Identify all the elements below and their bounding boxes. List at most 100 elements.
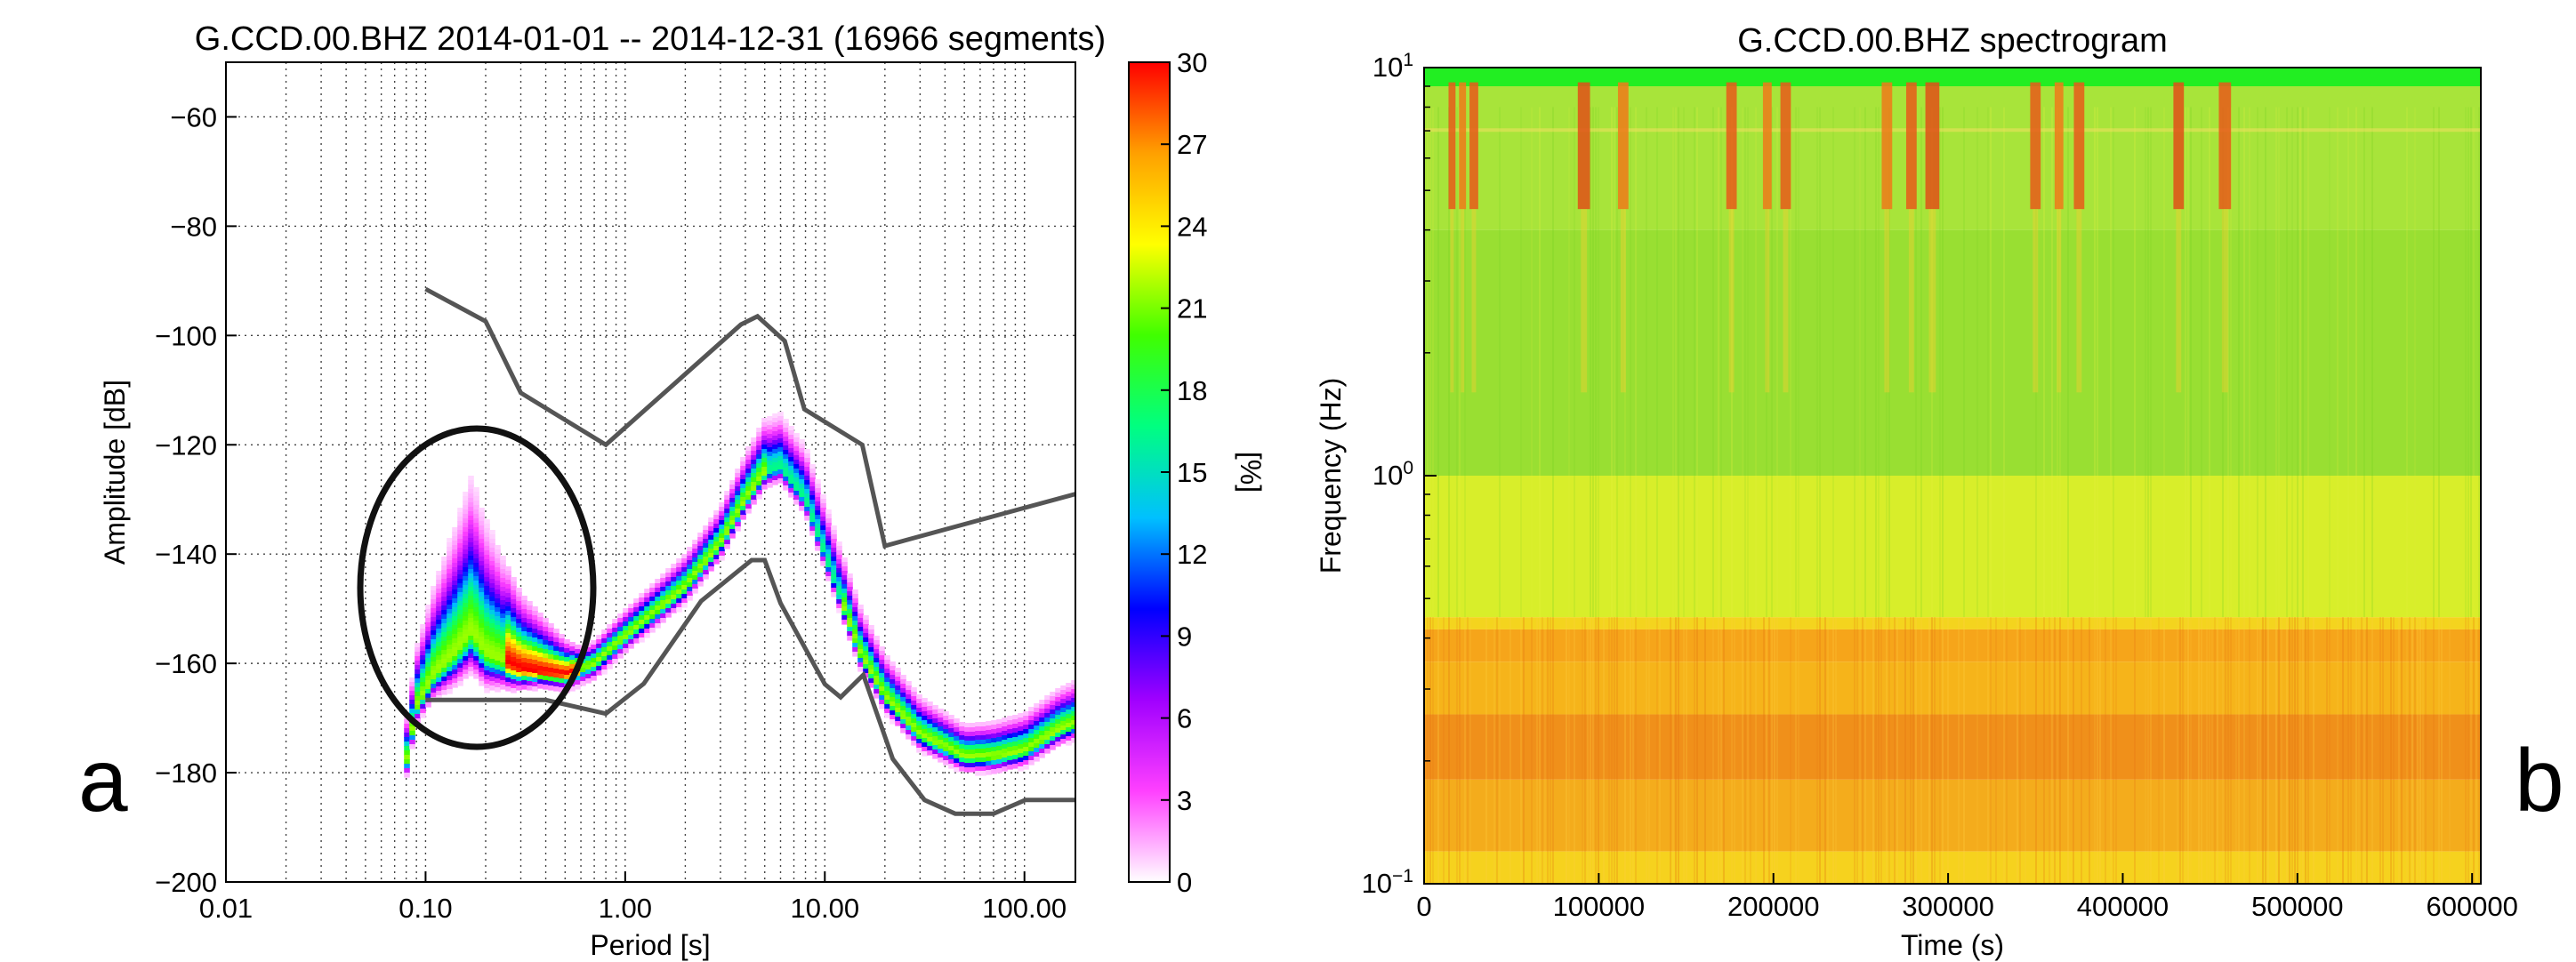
psd-density-cell bbox=[1023, 720, 1029, 726]
psd-density-cell bbox=[463, 509, 469, 515]
psd-density-cell bbox=[996, 764, 1002, 769]
psd-density-cell bbox=[1071, 711, 1075, 717]
psd-density-cell bbox=[1028, 734, 1034, 739]
psd-density-cell bbox=[468, 591, 474, 597]
psd-density-cell bbox=[463, 589, 469, 595]
spectrogram-texture-streak bbox=[1542, 617, 1543, 884]
psd-density-cell bbox=[479, 610, 485, 615]
psd-density-cell bbox=[468, 671, 474, 677]
psd-density-cell bbox=[857, 622, 864, 628]
psd-density-cell bbox=[724, 509, 730, 514]
psd-y-tick-label: −120 bbox=[155, 429, 217, 461]
psd-density-cell bbox=[628, 630, 634, 636]
psd-density-cell bbox=[825, 545, 832, 550]
psd-density-cell bbox=[425, 649, 431, 654]
psd-density-cell bbox=[532, 624, 538, 629]
spectrogram-texture-streak bbox=[1520, 617, 1522, 884]
psd-density-cell bbox=[569, 655, 576, 661]
psd-density-cell bbox=[948, 755, 954, 760]
psd-density-cell bbox=[537, 679, 543, 685]
psd-density-cell bbox=[729, 520, 736, 525]
psd-density-cell bbox=[463, 638, 469, 644]
psd-density-cell bbox=[457, 645, 463, 651]
psd-density-cell bbox=[932, 723, 938, 728]
psd-density-cell bbox=[783, 441, 789, 446]
psd-density-cell bbox=[511, 666, 517, 671]
spectrogram-texture-streak bbox=[2371, 107, 2373, 618]
psd-density-cell bbox=[452, 643, 458, 648]
psd-density-cell bbox=[473, 621, 479, 626]
psd-density-cell bbox=[772, 476, 778, 481]
psd-density-cell bbox=[665, 586, 672, 591]
psd-density-cell bbox=[548, 654, 554, 660]
psd-density-cell bbox=[1023, 751, 1029, 757]
psd-density-cell bbox=[457, 579, 463, 584]
psd-density-cell bbox=[468, 511, 474, 517]
psd-density-cell bbox=[879, 682, 885, 687]
psd-density-cell bbox=[980, 735, 986, 741]
psd-density-cell bbox=[964, 727, 970, 733]
spectrogram-texture-streak bbox=[2473, 107, 2475, 618]
psd-density-cell bbox=[665, 599, 672, 605]
spectrogram-texture-streak bbox=[1539, 617, 1541, 884]
psd-density-cell bbox=[500, 662, 506, 668]
psd-density-cell bbox=[665, 613, 672, 618]
psd-density-cell bbox=[473, 518, 479, 524]
spectrogram-x-tick-label: 500000 bbox=[2251, 891, 2343, 922]
spectrogram-texture-streak bbox=[2390, 617, 2392, 884]
spectrogram-texture-streak bbox=[1646, 107, 1647, 618]
psd-density-cell bbox=[681, 558, 688, 564]
spectrogram-texture-streak bbox=[2179, 617, 2181, 884]
spectrogram-texture-streak bbox=[1670, 617, 1671, 884]
psd-density-cell bbox=[761, 476, 768, 481]
psd-density-cell bbox=[644, 615, 650, 621]
psd-density-cell bbox=[537, 661, 543, 667]
psd-density-cell bbox=[1060, 739, 1067, 744]
psd-density-cell bbox=[543, 676, 549, 681]
spectrogram-burst-tail bbox=[1728, 209, 1735, 393]
psd-density-cell bbox=[938, 722, 944, 727]
spectrogram-texture-streak bbox=[1795, 617, 1797, 884]
psd-density-cell bbox=[890, 701, 896, 707]
psd-density-cell bbox=[975, 735, 981, 741]
psd-density-cell bbox=[788, 448, 794, 453]
psd-density-cell bbox=[777, 461, 784, 466]
spectrogram-burst-tail bbox=[1471, 209, 1477, 393]
psd-density-cell bbox=[948, 724, 954, 729]
spectrogram-texture-streak bbox=[2113, 617, 2114, 884]
psd-y-axis: −60−80−100−120−140−160−180−200 bbox=[155, 101, 237, 898]
psd-density-cell bbox=[1060, 721, 1067, 726]
spectrogram-texture-streak bbox=[1875, 617, 1877, 884]
psd-density-cell bbox=[756, 454, 762, 460]
psd-density-cell bbox=[404, 719, 410, 725]
psd-density-cell bbox=[836, 573, 842, 578]
psd-density-cell bbox=[495, 683, 501, 688]
psd-density-cell bbox=[927, 733, 933, 738]
psd-density-cell bbox=[873, 671, 880, 677]
psd-density-cell bbox=[452, 629, 458, 635]
psd-density-cell bbox=[559, 656, 565, 661]
psd-density-cell bbox=[484, 666, 490, 671]
spectrogram-texture-streak bbox=[1590, 617, 1591, 884]
colorbar-tick-label: 18 bbox=[1177, 375, 1207, 406]
psd-density-cell bbox=[447, 622, 453, 628]
spectrogram-texture-streak bbox=[2209, 107, 2210, 618]
psd-density-cell bbox=[452, 647, 458, 653]
psd-density-cell bbox=[457, 561, 463, 566]
psd-density-cell bbox=[943, 711, 949, 717]
psd-density-cell bbox=[644, 611, 650, 616]
spectrogram-texture-streak bbox=[2110, 107, 2112, 618]
spectrogram-texture-streak bbox=[2411, 617, 2413, 884]
psd-density-cell bbox=[804, 493, 810, 499]
psd-density-cell bbox=[1044, 735, 1051, 741]
psd-density-cell bbox=[767, 469, 773, 475]
psd-density-cell bbox=[820, 534, 826, 540]
psd-density-cell bbox=[553, 642, 559, 647]
psd-density-cell bbox=[671, 586, 677, 591]
psd-density-cell bbox=[868, 661, 874, 666]
psd-density-cell bbox=[628, 617, 634, 622]
psd-density-cell bbox=[740, 475, 746, 480]
psd-density-cell bbox=[1044, 726, 1051, 732]
psd-density-cell bbox=[457, 597, 463, 602]
